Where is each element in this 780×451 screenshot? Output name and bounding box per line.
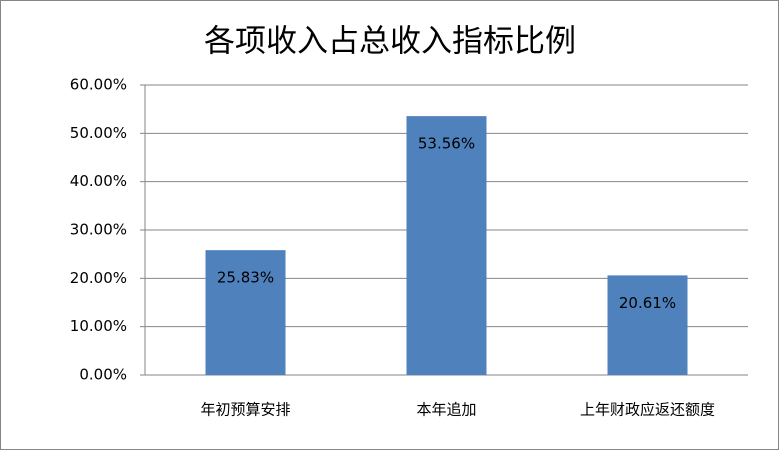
data-label: 20.61% (619, 294, 676, 312)
y-tick-label: 50.00% (70, 124, 127, 142)
x-tick-label: 本年追加 (416, 401, 476, 419)
bar (205, 250, 286, 375)
data-label: 53.56% (418, 135, 475, 153)
y-tick-label: 10.00% (70, 317, 127, 335)
y-tick-label: 0.00% (79, 366, 127, 384)
y-tick-label: 60.00% (70, 76, 127, 94)
chart-title: 各项收入占总收入指标比例 (204, 24, 576, 60)
bar (406, 116, 487, 376)
y-tick-label: 30.00% (70, 221, 127, 239)
bar (607, 275, 688, 375)
data-label: 25.83% (217, 269, 274, 287)
y-tick-label: 40.00% (70, 172, 127, 190)
x-tick-label: 年初预算安排 (200, 401, 290, 419)
x-tick-label: 上年财政应返还额度 (580, 401, 715, 419)
y-tick-label: 20.00% (70, 269, 127, 287)
